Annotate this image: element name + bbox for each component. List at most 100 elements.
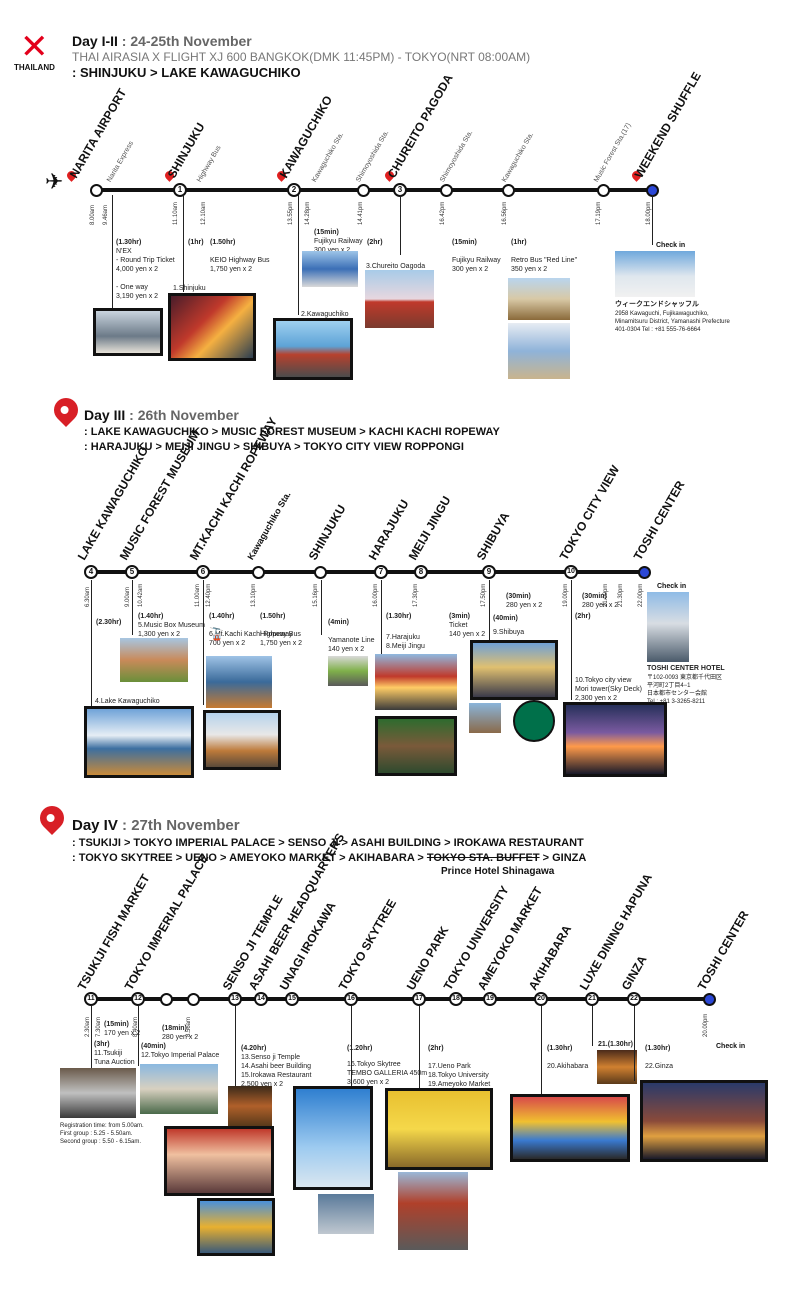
day1-track	[95, 188, 653, 192]
day1-stop-4: WEEKEND SHUFFLE	[631, 69, 704, 181]
day3-route-2: : HARAJUKU > MEIJI JINGU > SHIBUYA > TOK…	[84, 441, 464, 453]
day1-line-6: Music Forest Sta.(17)	[593, 122, 633, 184]
day4-route-2: : TOKYO SKYTREE > UENO > AMEYOKO MARKET …	[72, 852, 587, 864]
day4-info-6: (2hr) 17.Ueno Park 18.Tokyo University 1…	[428, 1045, 491, 1088]
day4-station-19: 19	[483, 992, 497, 1006]
day4-info-5: (1.20hr)	[347, 1045, 373, 1052]
day3-time-13: 22.00pm	[638, 583, 644, 607]
airasia-logo: ✕ THAILAND	[14, 30, 60, 76]
day1-station-kawaguchiko	[502, 184, 515, 197]
day4-station-end	[703, 993, 716, 1006]
tembo-galleria-photo	[318, 1194, 374, 1234]
day1-stem	[652, 195, 653, 245]
day1-line-1: Highway Bus	[196, 144, 223, 184]
day4-stop-11: GINZA	[618, 953, 650, 993]
day3-time-10: 19.00pm	[563, 583, 569, 607]
day3-route-1: : LAKE KAWAGUCHIKO > MUSIC FOREST MUSEUM…	[84, 426, 500, 438]
day3-info-10: (30min) 280 yen x 2	[582, 593, 619, 609]
day4-stem	[541, 1006, 542, 1096]
day4-station-17: 17	[412, 992, 426, 1006]
shibuya-photo	[470, 640, 558, 700]
day1-header: Day I-II : 24-25th November	[72, 33, 252, 49]
logo-country: THAILAND	[14, 63, 55, 72]
day1-date: : 24-25th November	[121, 33, 252, 49]
shinjuku-photo	[168, 293, 256, 361]
day3-station-7: 7	[374, 565, 388, 579]
day3-stem	[91, 580, 92, 708]
day3-station-6: 6	[196, 565, 210, 579]
day1-stem	[112, 195, 113, 310]
senso-ji-photo	[164, 1126, 274, 1196]
day4-station-15: 15	[285, 992, 299, 1006]
day4-station-22: 22	[627, 992, 641, 1006]
day1-stem	[183, 195, 184, 292]
unagi-photo	[228, 1086, 272, 1126]
day3-stem	[489, 580, 490, 640]
day3-station-10: 10	[564, 565, 578, 579]
day1-route: : SHINJUKU > LAKE KAWAGUCHIKO	[72, 65, 301, 80]
day1-stop-3: CHUREITO PAGODA	[384, 71, 456, 181]
day1-station-3: 3	[393, 183, 407, 197]
day3-time-4: 12.40pm	[206, 583, 212, 607]
day3-time-9: 17.50pm	[481, 583, 487, 607]
day4-station-14: 14	[254, 992, 268, 1006]
day3-info-5: (1.30hr)	[386, 613, 412, 620]
day3-stop-3: Kawaguchiko Sta.	[245, 489, 293, 562]
day3-station-9: 9	[482, 565, 496, 579]
day1-info-1: (1hr)	[188, 239, 204, 246]
day1-info-2: (1.50hr) KEIO Highway Bus 1,750 yen x 2	[210, 239, 270, 273]
day4-station-13: 13	[228, 992, 242, 1006]
day1-line-2: Kawaguchiko Sta.	[311, 131, 346, 184]
meiji-jingu-photo	[375, 716, 457, 776]
day4-route-1: : TSUKIJI > TOKYO IMPERIAL PALACE > SENS…	[72, 837, 584, 849]
day3-stem	[381, 580, 382, 690]
day4-time-4: 20.00pm	[703, 1013, 709, 1037]
day4-stop-9: AKIHABARA	[525, 922, 575, 993]
hapuna-photo	[597, 1050, 637, 1084]
location-pin-icon	[35, 801, 69, 835]
day3-time-3: 11.00am	[195, 584, 201, 607]
day1-line-0: Narita Express	[106, 140, 136, 184]
day3-stem	[321, 580, 322, 635]
retro-bus-photo	[508, 278, 570, 320]
day1-hotel-addr: 2958 Kawaguchi, Fujikawaguchiko, Minamit…	[615, 311, 730, 333]
day1-time-5: 14.28pm	[305, 201, 311, 225]
day1-stem	[298, 195, 299, 315]
day3-info-3: (1.50hr) Highway Bus 1,750 yen x 2	[260, 613, 303, 647]
day4-stop-10: LUXE DINING HAPUNA	[576, 871, 655, 993]
ameyoko-photo	[398, 1172, 468, 1250]
day3-station-4: 4	[84, 565, 98, 579]
ueno-park-photo	[385, 1088, 493, 1170]
day1-time-6: 14.41pm	[358, 201, 364, 225]
day1-time-4: 13.55pm	[288, 201, 294, 225]
day4-stem	[91, 1006, 92, 1068]
day1-time-8: 16.56pm	[502, 201, 508, 225]
day3-info-1: (1.40hr) 5.Music Box Museum 1,300 yen x …	[138, 613, 205, 638]
day3-info-8: (40min)	[493, 615, 518, 622]
day1-time-2: 11.10am	[173, 202, 179, 225]
day4-stem	[419, 1006, 420, 1090]
tokyo-city-view-photo	[563, 702, 667, 777]
weekend-shuffle-photo	[615, 251, 695, 297]
music-forest-photo	[120, 638, 188, 682]
day4-title: Day IV	[72, 817, 118, 834]
day3-info-6: (3min) Ticket 140 yen x 2	[449, 613, 486, 638]
ropeway-icon: 🚡	[209, 627, 224, 641]
toshi-center-photo	[647, 592, 689, 662]
day3-stop-4: SHINJUKU	[305, 502, 349, 563]
day1-info-7-label: 2.Kawaguchiko	[301, 311, 349, 318]
day4-info-0: (3hr) 11.Tsukiji Tuna Auction	[94, 1041, 135, 1066]
day1-time-9: 17.19pm	[596, 201, 602, 225]
day1-stem	[400, 195, 401, 255]
day4-info-5-label: 16.Tokyo Skytree TEMBO GALLERIA 450m 3,6…	[347, 1061, 427, 1086]
day4-stop-1: TOKYO IMPERIAL PALACE	[121, 851, 212, 993]
day4-station-12: 12	[131, 992, 145, 1006]
day1-info-3: (15min) Fujikyu Railway 300 yen x 2	[314, 229, 363, 254]
akihabara-photo	[510, 1094, 630, 1162]
day4-station-mid	[187, 993, 200, 1006]
day4-stop-7: TOKYO UNIVERSITY	[440, 883, 512, 993]
location-pin-icon	[49, 393, 83, 427]
day3-date: : 26th November	[129, 407, 239, 423]
day3-checkin: Check in	[657, 583, 687, 590]
day4-info-1: (15min) 170 yen x 2	[104, 1021, 141, 1037]
